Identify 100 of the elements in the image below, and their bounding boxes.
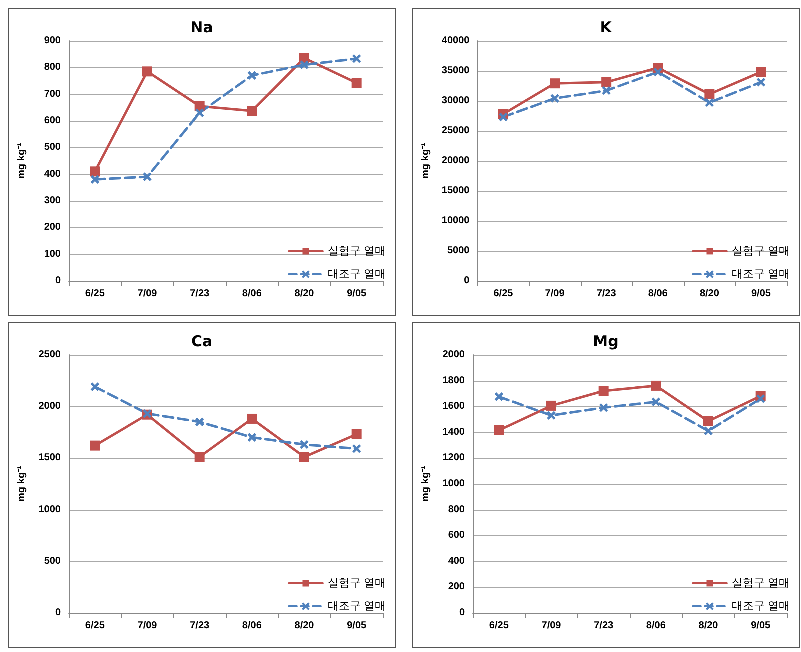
x-tick-label: 7/09 [542, 620, 562, 632]
point [300, 440, 310, 450]
y-axis-title: mg kg⁻¹ [16, 465, 28, 502]
point [195, 417, 205, 427]
y-tick-label: 40000 [442, 36, 470, 46]
point [653, 67, 663, 77]
point [546, 410, 556, 420]
legend-label: 대조구 열매 [328, 600, 386, 612]
x-tick-label: 8/06 [242, 288, 262, 300]
x-tick-label: 7/23 [596, 288, 617, 300]
y-tick-label: 800 [448, 504, 466, 516]
x-tick-label: 6/25 [489, 620, 510, 632]
y-tick-label: 1000 [442, 478, 466, 490]
x-tick-label: 7/09 [138, 288, 158, 300]
y-tick-label: 15000 [442, 186, 470, 196]
x-tick-label: 8/06 [242, 620, 262, 632]
point [498, 112, 508, 122]
chart-title: Na [190, 18, 214, 36]
legend-label: 실험구 열매 [732, 246, 790, 258]
y-tick-label: 900 [44, 36, 62, 46]
point [756, 394, 766, 404]
chart-title: Ca [191, 332, 213, 350]
point [546, 400, 556, 411]
point [142, 172, 152, 182]
y-tick-label: 0 [464, 276, 470, 286]
y-tick-label: 1500 [38, 452, 62, 464]
y-tick-label: 35000 [442, 66, 470, 76]
y-tick-label: 400 [44, 168, 62, 180]
point [704, 89, 715, 100]
point [194, 452, 205, 462]
point [247, 432, 257, 442]
y-axis-title: mg kg⁻¹ [16, 142, 28, 179]
x-tick-label: 8/20 [698, 620, 719, 632]
y-tick-label: 0 [459, 608, 466, 618]
y-tick-label: 500 [44, 142, 62, 154]
x-tick-label: 8/06 [646, 620, 666, 632]
point [247, 414, 258, 424]
y-tick-label: 20000 [442, 156, 470, 166]
x-tick-label: 7/23 [190, 288, 210, 300]
y-tick-label: 200 [448, 582, 466, 593]
point [90, 382, 100, 392]
x-tick-label: 8/20 [700, 288, 720, 300]
x-tick-label: 8/20 [294, 288, 315, 300]
x-tick-label: 8/20 [294, 620, 315, 632]
x-tick-label: 9/05 [751, 620, 771, 632]
y-tick-label: 2500 [38, 350, 62, 360]
y-tick-label: 1600 [442, 401, 466, 412]
y-tick-label: 100 [44, 248, 62, 260]
point [550, 94, 560, 104]
point [602, 86, 612, 96]
y-tick-label: 1200 [442, 452, 466, 464]
point [704, 416, 714, 426]
y-tick-label: 800 [44, 62, 62, 74]
x-tick-label: 6/25 [85, 620, 106, 632]
y-tick-label: 600 [448, 530, 466, 542]
x-tick-label: 7/23 [190, 620, 210, 632]
y-tick-label: 1800 [442, 375, 466, 386]
y-tick-label: 600 [44, 116, 62, 126]
x-tick-label: 6/25 [85, 288, 106, 300]
chart-title: Mg [593, 332, 619, 350]
point [651, 380, 662, 391]
point [352, 78, 362, 88]
y-tick-label: 500 [44, 556, 62, 567]
point [704, 98, 714, 108]
y-tick-label: 1400 [442, 426, 466, 438]
point [756, 78, 766, 88]
point [352, 429, 362, 440]
x-tick-label: 8/06 [648, 288, 668, 300]
legend-label: 실험구 열매 [328, 246, 386, 258]
point [90, 166, 100, 177]
point [247, 70, 257, 80]
legend-label: 실험구 열매 [328, 578, 386, 590]
x-tick-label: 7/09 [545, 288, 566, 300]
x-tick-label: 7/09 [138, 620, 158, 632]
point [550, 78, 560, 89]
point [90, 174, 100, 184]
y-tick-label: 400 [448, 556, 466, 567]
y-axis-title: mg kg⁻¹ [420, 465, 432, 502]
y-tick-label: 700 [44, 88, 62, 100]
y-tick-label: 2000 [38, 401, 62, 412]
y-tick-label: 30000 [442, 96, 470, 106]
point [651, 397, 661, 407]
x-tick-label: 7/23 [594, 620, 614, 632]
point [300, 452, 310, 462]
point [704, 426, 714, 436]
x-tick-label: 9/05 [347, 620, 367, 632]
y-tick-label: 200 [44, 222, 62, 234]
legend-label: 실험구 열매 [732, 578, 790, 590]
point [602, 77, 612, 88]
x-tick-label: 9/05 [751, 288, 772, 300]
point [352, 444, 362, 454]
point [352, 54, 362, 64]
legend-label: 대조구 열매 [328, 268, 386, 280]
legend-label: 대조구 열매 [732, 268, 790, 280]
y-tick-label: 10000 [442, 216, 470, 226]
legend-label: 대조구 열매 [732, 600, 790, 612]
y-tick-label: 5000 [447, 246, 470, 256]
chart-title: K [600, 18, 614, 36]
y-tick-label: 300 [44, 196, 62, 206]
point [195, 108, 205, 118]
